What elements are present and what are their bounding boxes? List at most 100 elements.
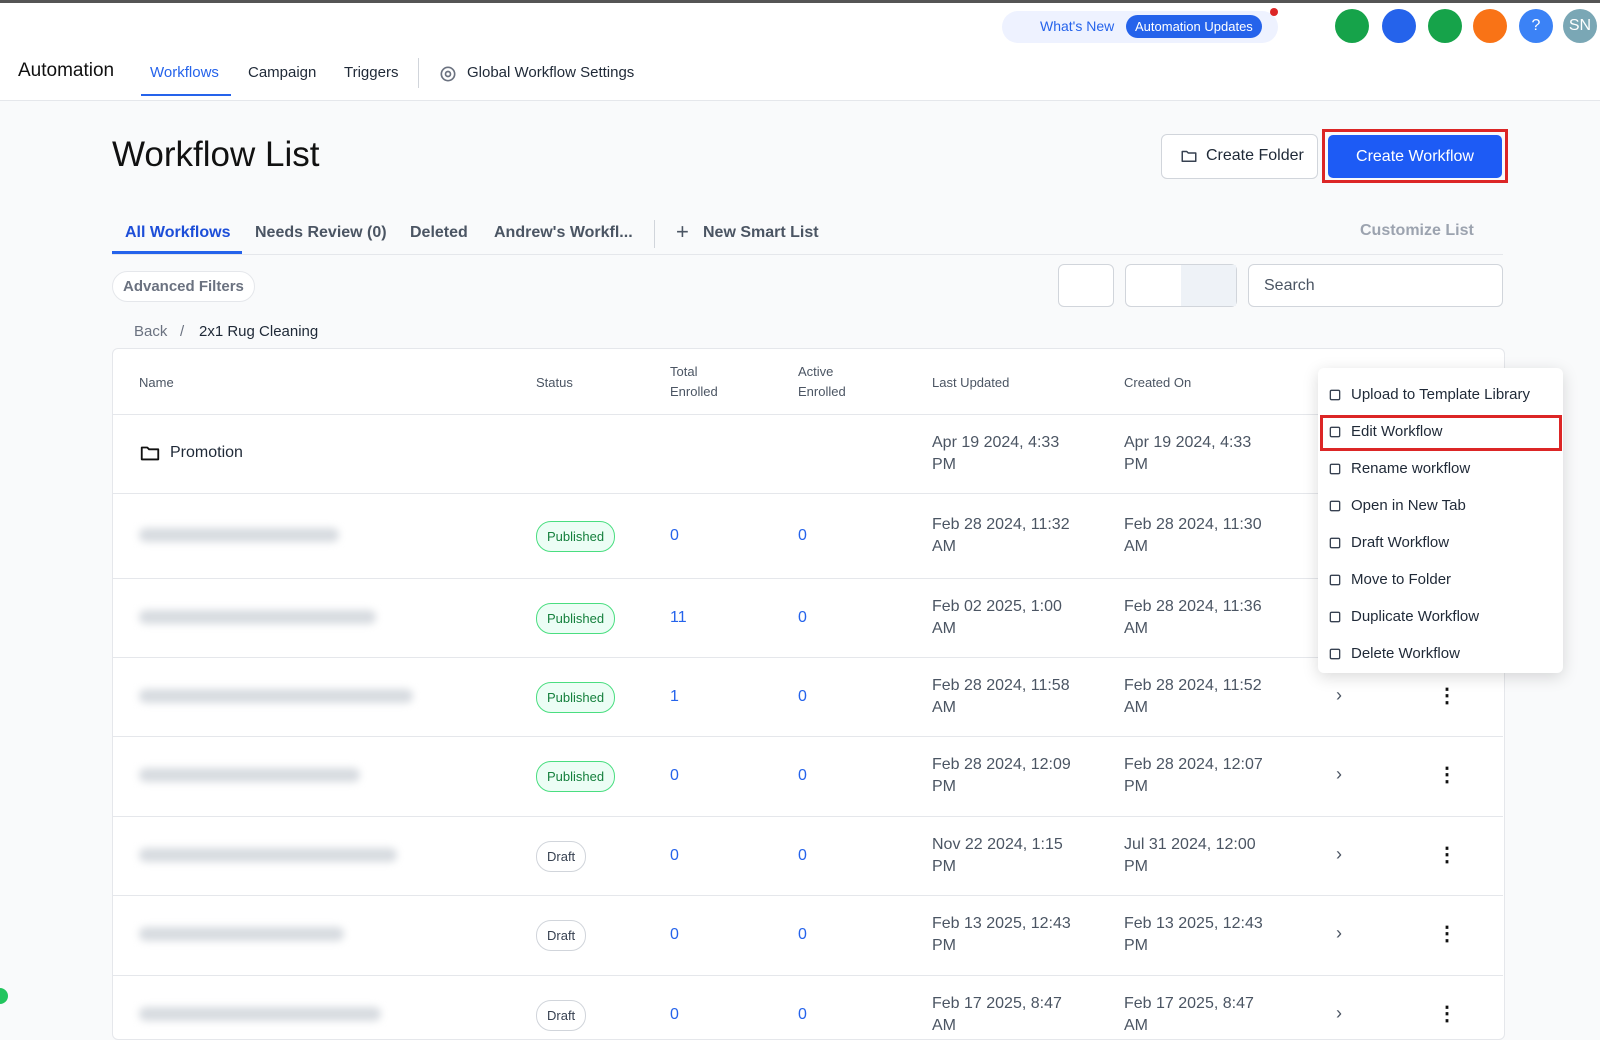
settings-icon <box>438 64 466 84</box>
enrolled-count[interactable]: 0 <box>798 846 807 864</box>
folder-icon <box>139 442 169 464</box>
nav-tab[interactable]: Campaign <box>248 64 317 81</box>
row-border <box>113 816 1503 817</box>
menu-item[interactable]: Open in New Tab <box>1327 497 1466 514</box>
menu-item[interactable]: Move to Folder <box>1327 571 1451 588</box>
column-header: Last Updated <box>932 375 1010 390</box>
date: Feb 28 2024, 11:52 AM <box>1124 676 1262 716</box>
status-badge: Published <box>536 761 616 792</box>
enrolled-count[interactable]: 0 <box>798 608 807 626</box>
row-menu[interactable]: ⋮ <box>1437 684 1457 707</box>
menu-item[interactable]: Edit Workflow <box>1327 423 1442 440</box>
column-header: Created On <box>1124 375 1192 390</box>
menu-item[interactable]: Upload to Template Library <box>1327 386 1530 403</box>
date: Feb 13 2025, 12:43 PM <box>932 915 1071 954</box>
enrolled-count[interactable]: 0 <box>670 1006 679 1023</box>
header-icon[interactable] <box>1428 9 1462 43</box>
enrolled-count[interactable]: 0 <box>798 687 807 705</box>
enrolled-count[interactable]: 11 <box>670 608 687 626</box>
date: Apr 19 2024, 4:33 PM <box>1124 434 1252 473</box>
row-menu[interactable]: ⋮ <box>1437 764 1457 786</box>
menu-item[interactable]: Delete Workflow <box>1327 645 1460 662</box>
enrolled-count[interactable]: 0 <box>670 767 679 784</box>
enrolled-count[interactable]: 1 <box>670 687 679 705</box>
menu-item[interactable]: Duplicate Workflow <box>1327 608 1479 625</box>
list-view-active <box>1181 265 1236 306</box>
list-tab[interactable]: Andrew's Workfl... <box>494 224 633 241</box>
enrolled-count[interactable]: 0 <box>670 526 679 544</box>
status-badge: Published <box>536 520 616 552</box>
row-chevron[interactable]: › <box>1336 843 1342 864</box>
status-badge: Published <box>536 602 616 634</box>
row-chevron[interactable]: › <box>1336 764 1342 784</box>
enrolled-count[interactable]: 0 <box>670 926 679 943</box>
row-chevron[interactable]: › <box>1336 684 1342 705</box>
header-icon[interactable]: SN <box>1563 9 1597 43</box>
date: Feb 28 2024, 11:30 AM <box>1124 515 1262 555</box>
page-title: Workflow List <box>112 135 320 174</box>
header-icon[interactable] <box>1382 9 1416 43</box>
header-icon[interactable] <box>1473 9 1507 43</box>
highlight-box <box>1322 129 1508 183</box>
blurred-name <box>139 688 413 703</box>
list-tab[interactable]: All Workflows <box>125 224 231 241</box>
nav-tab[interactable]: Workflows <box>150 64 219 81</box>
row-chevron[interactable]: › <box>1336 1003 1342 1023</box>
menu-item[interactable]: Rename workflow <box>1327 460 1470 477</box>
column-header: Total Enrolled <box>670 364 718 399</box>
tabs-border <box>112 254 1503 255</box>
search-placeholder[interactable]: Search <box>1264 277 1315 294</box>
whats-new[interactable]: What's New <box>1040 18 1115 34</box>
header-icon[interactable] <box>1335 9 1369 43</box>
list-tab[interactable]: Needs Review (0) <box>255 224 387 241</box>
enrolled-count[interactable]: 0 <box>670 846 679 864</box>
status-badge: Draft <box>536 1000 587 1031</box>
date: Jul 31 2024, 12:00 PM <box>1124 835 1256 875</box>
customize-list[interactable]: Customize List <box>1360 222 1474 239</box>
date: Feb 28 2024, 11:58 AM <box>932 676 1070 716</box>
menu-item[interactable]: Draft Workflow <box>1327 534 1449 551</box>
row-menu[interactable]: ⋮ <box>1437 1003 1457 1025</box>
nav-divider <box>418 58 419 88</box>
create-folder-label[interactable]: Create Folder <box>1180 147 1304 165</box>
date: Feb 28 2024, 12:07 PM <box>1124 756 1263 795</box>
nav-tab[interactable]: Global Workflow Settings <box>467 64 635 81</box>
blurred-name <box>139 609 376 624</box>
updates-badge[interactable]: Automation Updates <box>1126 15 1262 38</box>
list-tab[interactable]: Deleted <box>410 224 468 241</box>
icon-btn[interactable] <box>1058 264 1114 307</box>
row-border <box>113 975 1503 976</box>
context-menu <box>1318 368 1563 673</box>
create-folder-btn[interactable] <box>1161 134 1318 179</box>
row-border <box>113 578 1503 579</box>
row-chevron[interactable]: › <box>1336 923 1342 943</box>
row-menu[interactable]: ⋮ <box>1437 923 1457 945</box>
enrolled-count[interactable]: 0 <box>798 526 807 544</box>
enrolled-count[interactable]: 0 <box>798 767 807 784</box>
status-badge: Published <box>536 681 616 713</box>
header-icon[interactable]: ? <box>1519 9 1553 43</box>
blurred-name <box>139 527 339 542</box>
breadcrumb-current: 2x1 Rug Cleaning <box>199 323 319 340</box>
enrolled-count[interactable]: 0 <box>798 1006 807 1023</box>
nav-tab[interactable]: Triggers <box>344 64 399 81</box>
top-strip <box>0 0 1600 3</box>
column-header: Active Enrolled <box>798 364 846 399</box>
row-border <box>113 895 1503 896</box>
row-border <box>113 493 1503 494</box>
list-tab[interactable]: New Smart List <box>703 224 819 241</box>
blurred-name <box>139 847 397 862</box>
row-border <box>113 414 1503 415</box>
date: Feb 28 2024, 11:32 AM <box>932 515 1070 555</box>
breadcrumb-back[interactable]: Back <box>134 323 168 340</box>
advanced-filters[interactable]: Advanced Filters <box>112 271 255 302</box>
column-header: Name <box>139 375 174 390</box>
folder-name[interactable]: Promotion <box>170 444 243 461</box>
search-box[interactable] <box>1248 264 1503 307</box>
status-dot <box>0 988 8 1004</box>
enrolled-count[interactable]: 0 <box>798 926 807 943</box>
create-workflow-btn[interactable]: Create Workflow <box>1328 135 1502 178</box>
row-menu[interactable]: ⋮ <box>1437 843 1457 866</box>
status-badge: Draft <box>536 840 587 872</box>
tab-divider <box>654 220 655 248</box>
